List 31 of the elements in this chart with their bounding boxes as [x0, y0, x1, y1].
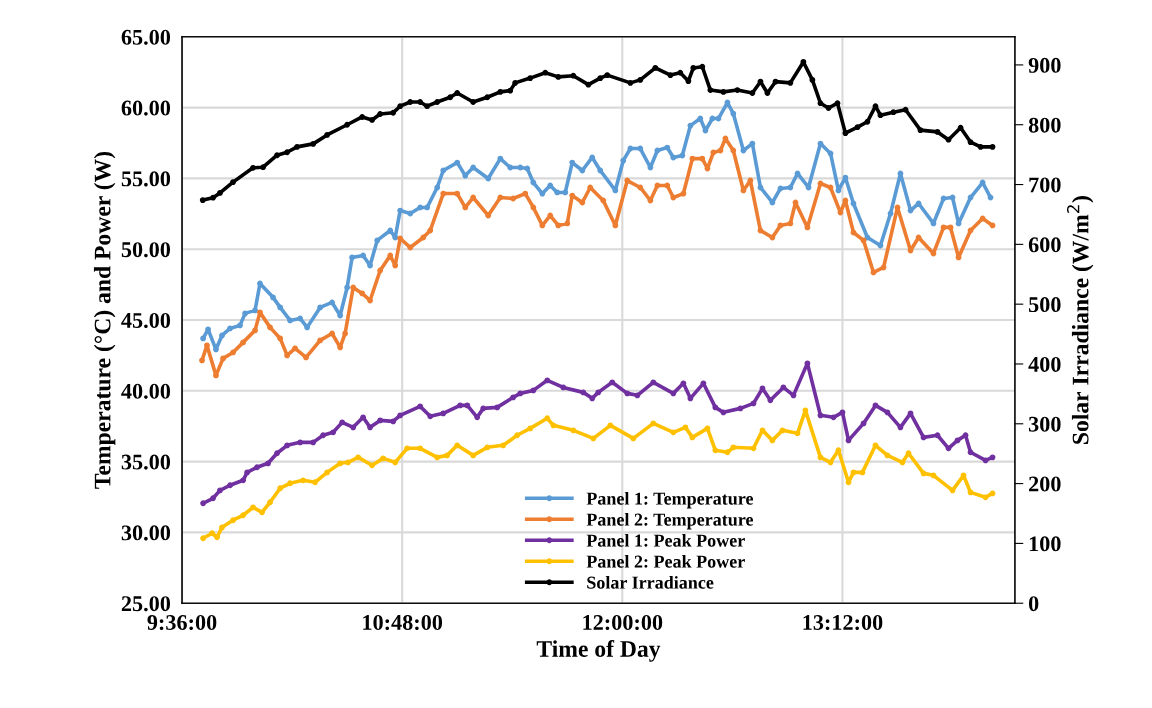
y2-tick-label: 800 — [1028, 117, 1061, 133]
y-tick-label: 30.00 — [121, 525, 171, 541]
x-tick-label: 10:48:00 — [363, 614, 443, 631]
legend-label: Panel 2: Peak Power — [586, 555, 745, 568]
y2-axis-title: Solar Irradiance (W/m$^{2}$) — [1067, 196, 1094, 444]
y-tick-label: 45.00 — [121, 312, 171, 329]
y2-tick-label: 0 — [1028, 596, 1039, 612]
legend-label: Panel 2: Temperature — [586, 513, 754, 530]
legend-label: Panel 1: Peak Power — [586, 534, 745, 547]
y-tick-label: 55.00 — [121, 171, 171, 187]
x-tick-label: 13:12:00 — [803, 614, 883, 631]
y2-tick-label: 400 — [1028, 356, 1061, 372]
y-tick-label: 35.00 — [121, 454, 171, 470]
y2-tick-label: 900 — [1028, 57, 1061, 73]
y2-tick-label: 500 — [1029, 297, 1061, 313]
y2-tick-label: 200 — [1029, 476, 1061, 492]
y2-tick-label: 600 — [1028, 237, 1061, 253]
y-tick-label: 60.00 — [121, 100, 171, 116]
y2-tick-label: 700 — [1029, 177, 1061, 193]
y-tick-label: 65.00 — [121, 29, 171, 45]
legend-label: Solar Irradiance — [587, 576, 714, 589]
x-tick-label: 9:36:00 — [147, 614, 217, 631]
x-axis-title: Time of Day — [536, 640, 661, 662]
x-tick-label: 12:00:00 — [583, 614, 663, 631]
y-tick-label: 50.00 — [121, 242, 171, 258]
y2-tick-label: 100 — [1029, 536, 1061, 552]
y-tick-label: 40.00 — [121, 383, 171, 399]
y-axis-title: Temperature (°C) and Power (W) — [93, 151, 116, 489]
legend-label: Panel 1: Temperature — [586, 492, 754, 509]
y-tick-label: 25.00 — [121, 596, 171, 612]
y2-tick-label: 300 — [1028, 416, 1061, 432]
